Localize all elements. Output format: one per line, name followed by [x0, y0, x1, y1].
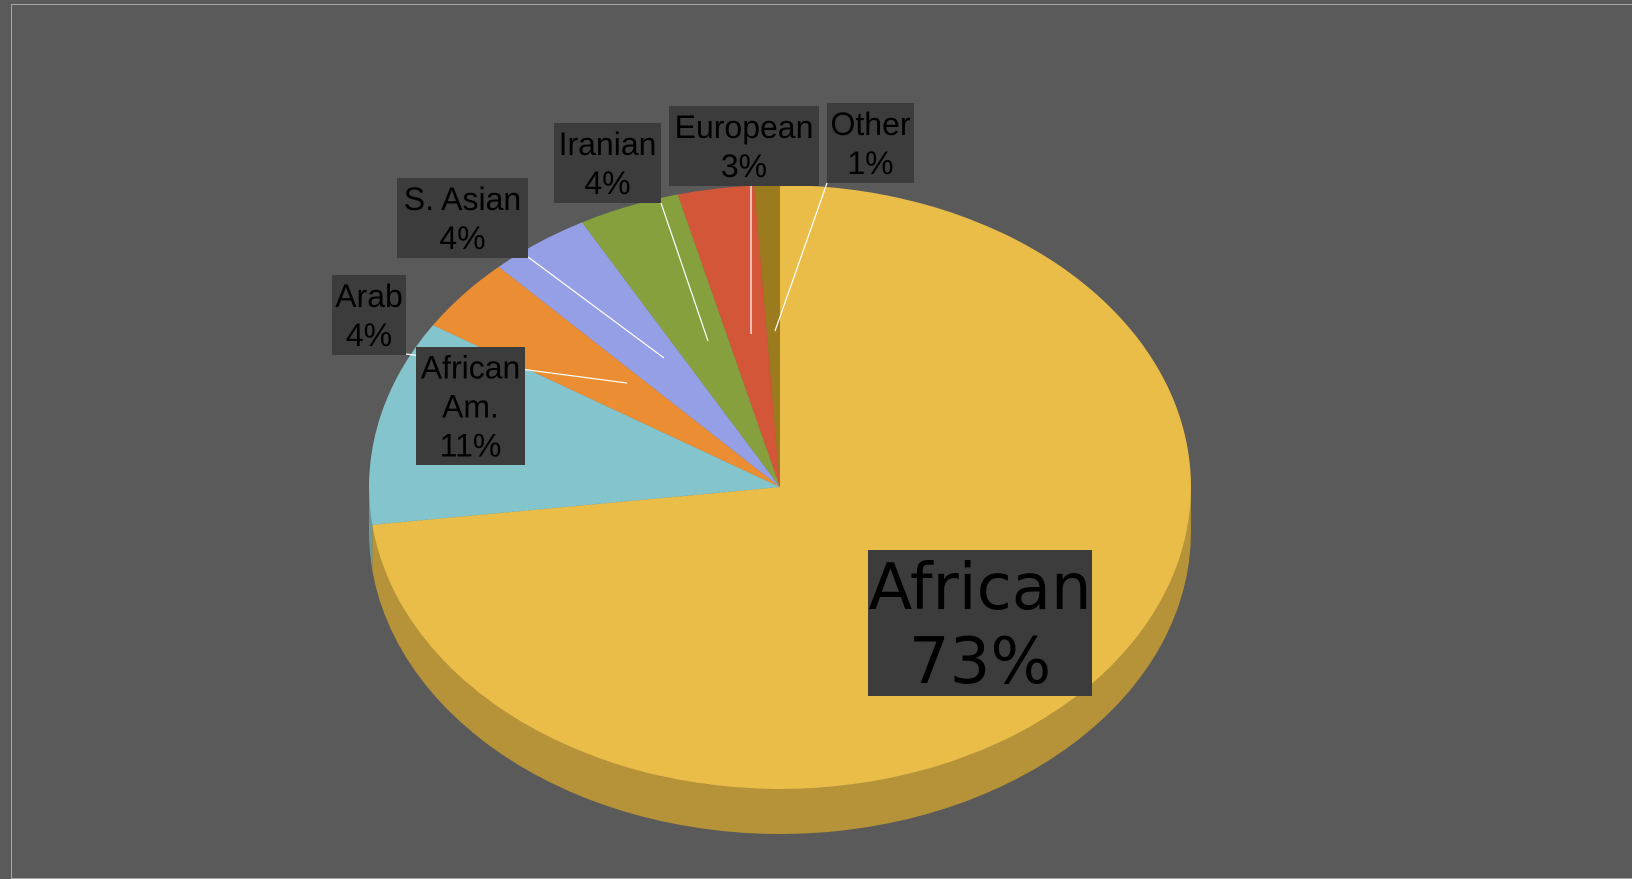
data-label-value-african: 73%: [909, 625, 1051, 699]
pie-slice-arab: [432, 266, 780, 487]
pie-side-african-am: [369, 487, 373, 570]
leader-line-iranian: [660, 202, 709, 342]
data-label-category-african-am: African: [421, 350, 521, 386]
pie-depth: [369, 487, 1191, 834]
data-label-box-african: [868, 550, 1092, 696]
pie-slice-s-asian: [498, 222, 780, 488]
data-label-value-african-am: 11%: [440, 428, 502, 464]
leader-line-other: [774, 182, 828, 332]
pie-slice-other: [754, 185, 780, 487]
data-label-box-african-am: [416, 347, 525, 465]
data-label-category-other: Other: [830, 106, 910, 142]
pie-slice-european: [677, 185, 780, 487]
data-label-value-arab: 4%: [346, 317, 392, 353]
data-label-value-iranian: 4%: [584, 165, 630, 201]
data-label-value-european: 3%: [721, 148, 767, 184]
data-label-category-arab: Arab: [335, 278, 403, 314]
data-label-box-iranian: [554, 123, 661, 203]
data-label-value-other: 1%: [847, 145, 893, 181]
data-label-box-arab: [332, 275, 406, 355]
data-label-category-s-asian: S. Asian: [404, 181, 521, 217]
pie-slices: [368, 185, 1191, 790]
leader-line-s-asian: [527, 256, 665, 359]
data-label-value-s-asian: 4%: [439, 220, 485, 256]
data-label-box-european: [669, 106, 819, 186]
data-label-category-african-am: Am.: [442, 389, 499, 425]
data-label-category-iranian: Iranian: [559, 126, 657, 162]
data-label-category-european: European: [675, 109, 814, 145]
pie-slice-iranian: [582, 194, 780, 488]
data-label-box-s-asian: [397, 178, 528, 258]
data-label-category-african: African: [868, 551, 1091, 625]
data-label-box-other: [827, 103, 914, 183]
